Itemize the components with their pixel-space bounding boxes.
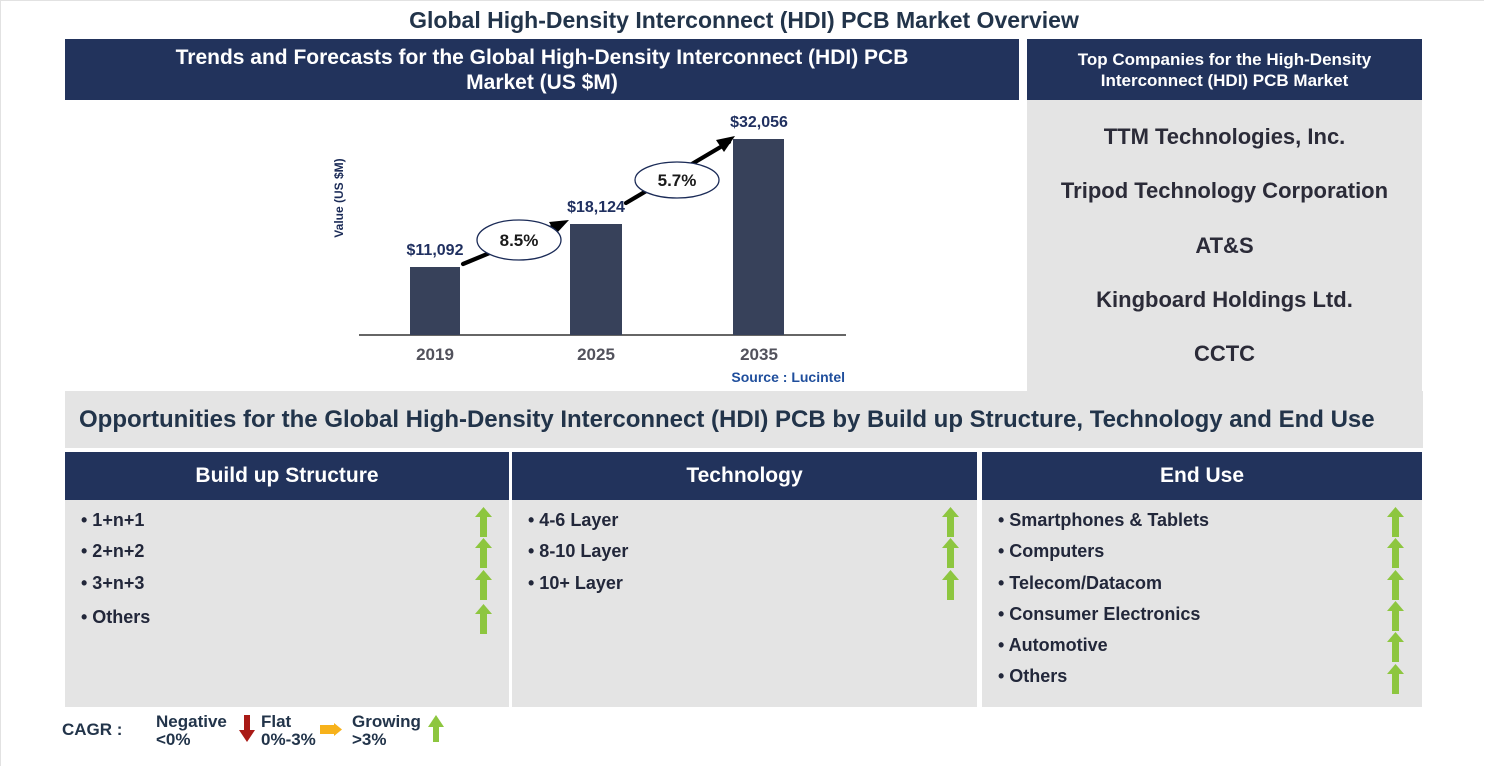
svg-text:$32,056: $32,056 [730, 114, 788, 131]
svg-text:2035: 2035 [740, 345, 778, 364]
svg-text:8.5%: 8.5% [500, 231, 539, 250]
svg-text:Source : Lucintel: Source : Lucintel [731, 369, 845, 385]
svg-text:$18,124: $18,124 [567, 199, 625, 216]
svg-text:$11,092: $11,092 [407, 242, 464, 259]
svg-text:2019: 2019 [416, 345, 454, 364]
svg-text:Value (US $M): Value (US $M) [332, 158, 346, 237]
svg-text:2025: 2025 [577, 345, 615, 364]
svg-text:5.7%: 5.7% [658, 171, 697, 190]
